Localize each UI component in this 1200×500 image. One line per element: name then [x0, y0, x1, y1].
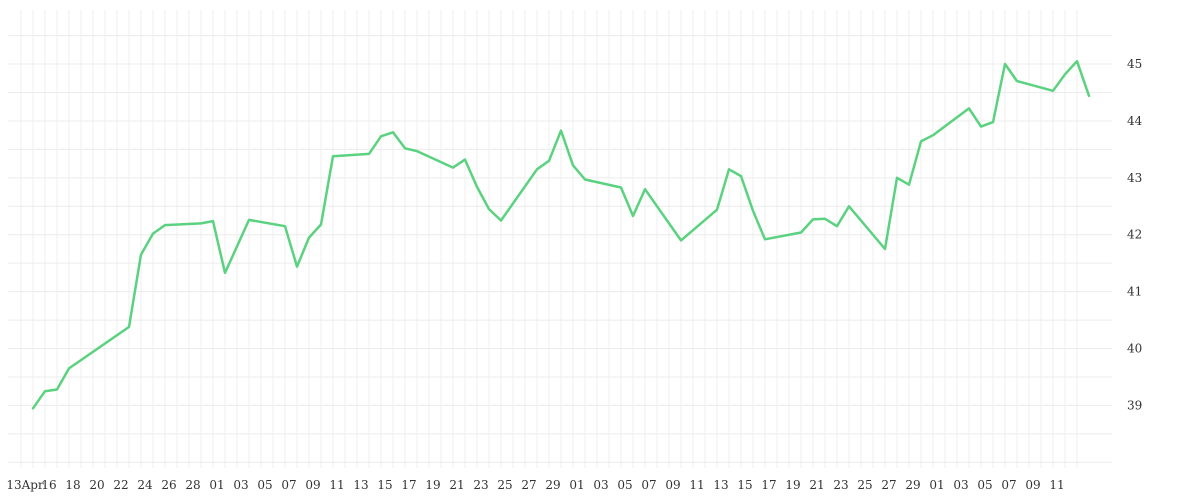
series-lines [31, 59, 1091, 410]
x-tick-label: 13Apr [6, 478, 44, 492]
x-tick-label: 27 [521, 478, 536, 492]
y-tick-label: 39 [1127, 398, 1142, 412]
x-tick-label: 07 [641, 478, 656, 492]
x-tick-label: 05 [257, 478, 272, 492]
x-tick-label: 07 [281, 478, 296, 492]
x-tick-label: 23 [473, 478, 488, 492]
x-tick-label: 25 [497, 478, 512, 492]
x-tick-label: 05 [977, 478, 992, 492]
x-tick-label: 11 [689, 478, 704, 492]
x-tick-label: 22 [113, 478, 128, 492]
x-tick-label: 15 [737, 478, 752, 492]
y-axis-ticks: 39 40 41 42 43 44 45 [1127, 57, 1143, 412]
x-tick-label: 21 [449, 478, 464, 492]
x-tick-label: 25 [857, 478, 872, 492]
x-tick-label: 19 [425, 478, 440, 492]
x-tick-label: 28 [185, 478, 200, 492]
x-tick-label: 27 [881, 478, 896, 492]
y-tick-label: 42 [1127, 228, 1142, 242]
y-tick-label: 44 [1127, 114, 1143, 128]
x-tick-label: 26 [161, 478, 176, 492]
x-tick-label: 19 [785, 478, 800, 492]
x-tick-label: 09 [1025, 478, 1040, 492]
x-tick-label: 16 [41, 478, 56, 492]
x-tick-label: 01 [569, 478, 584, 492]
y-tick-label: 41 [1127, 285, 1142, 299]
x-tick-label: 13 [713, 478, 728, 492]
x-tick-label: 20 [89, 478, 104, 492]
grid [8, 10, 1112, 468]
x-tick-label: 29 [905, 478, 920, 492]
x-tick-label: 01 [929, 478, 944, 492]
x-tick-label: 17 [401, 478, 416, 492]
x-tick-label: 11 [329, 478, 344, 492]
x-tick-label: 29 [545, 478, 560, 492]
x-tick-label: 09 [305, 478, 320, 492]
x-tick-label: 13 [353, 478, 368, 492]
x-tick-label: 23 [833, 478, 848, 492]
y-tick-label: 40 [1127, 342, 1142, 356]
x-tick-label: 17 [761, 478, 776, 492]
x-tick-label: 11 [1049, 478, 1064, 492]
y-tick-label: 43 [1127, 171, 1142, 185]
x-tick-label: 09 [665, 478, 680, 492]
x-tick-label: 15 [377, 478, 392, 492]
x-tick-label: 24 [137, 478, 153, 492]
series-line [31, 59, 1091, 410]
x-tick-label: 05 [617, 478, 632, 492]
x-tick-label: 03 [233, 478, 248, 492]
x-tick-label: 21 [809, 478, 824, 492]
x-tick-label: 03 [953, 478, 968, 492]
x-tick-label: 01 [209, 478, 224, 492]
x-tick-label: 18 [65, 478, 80, 492]
y-tick-label: 45 [1127, 57, 1142, 71]
x-tick-label: 07 [1001, 478, 1016, 492]
x-tick-label: 03 [593, 478, 608, 492]
